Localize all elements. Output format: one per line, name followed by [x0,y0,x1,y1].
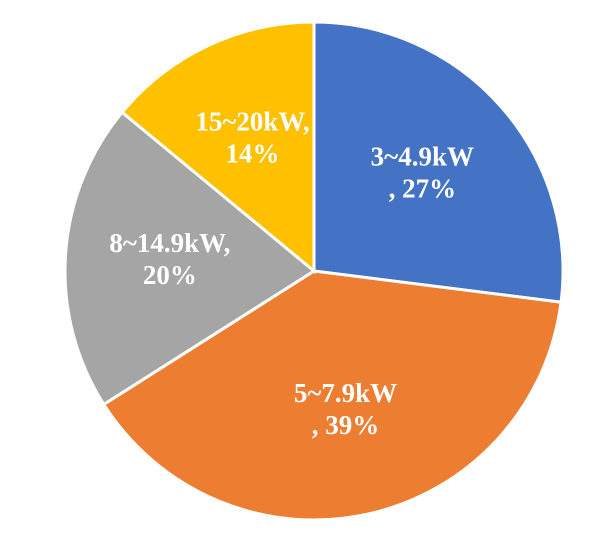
slice-value-label: , 39% [312,410,380,440]
slice-category-label: 8~14.9kW, [109,228,230,258]
slice-category-label: 3~4.9kW [371,142,474,172]
slice-value-label: , 27% [389,174,457,204]
slice-category-label: 15~20kW, [195,107,309,137]
pie-slice [63,110,317,407]
pie-slice [120,20,316,275]
slice-value-label: 14% [226,139,280,169]
pie-slice [312,20,565,304]
slice-value-label: 20% [143,260,197,290]
slice-category-label: 5~7.9kW [294,378,397,408]
